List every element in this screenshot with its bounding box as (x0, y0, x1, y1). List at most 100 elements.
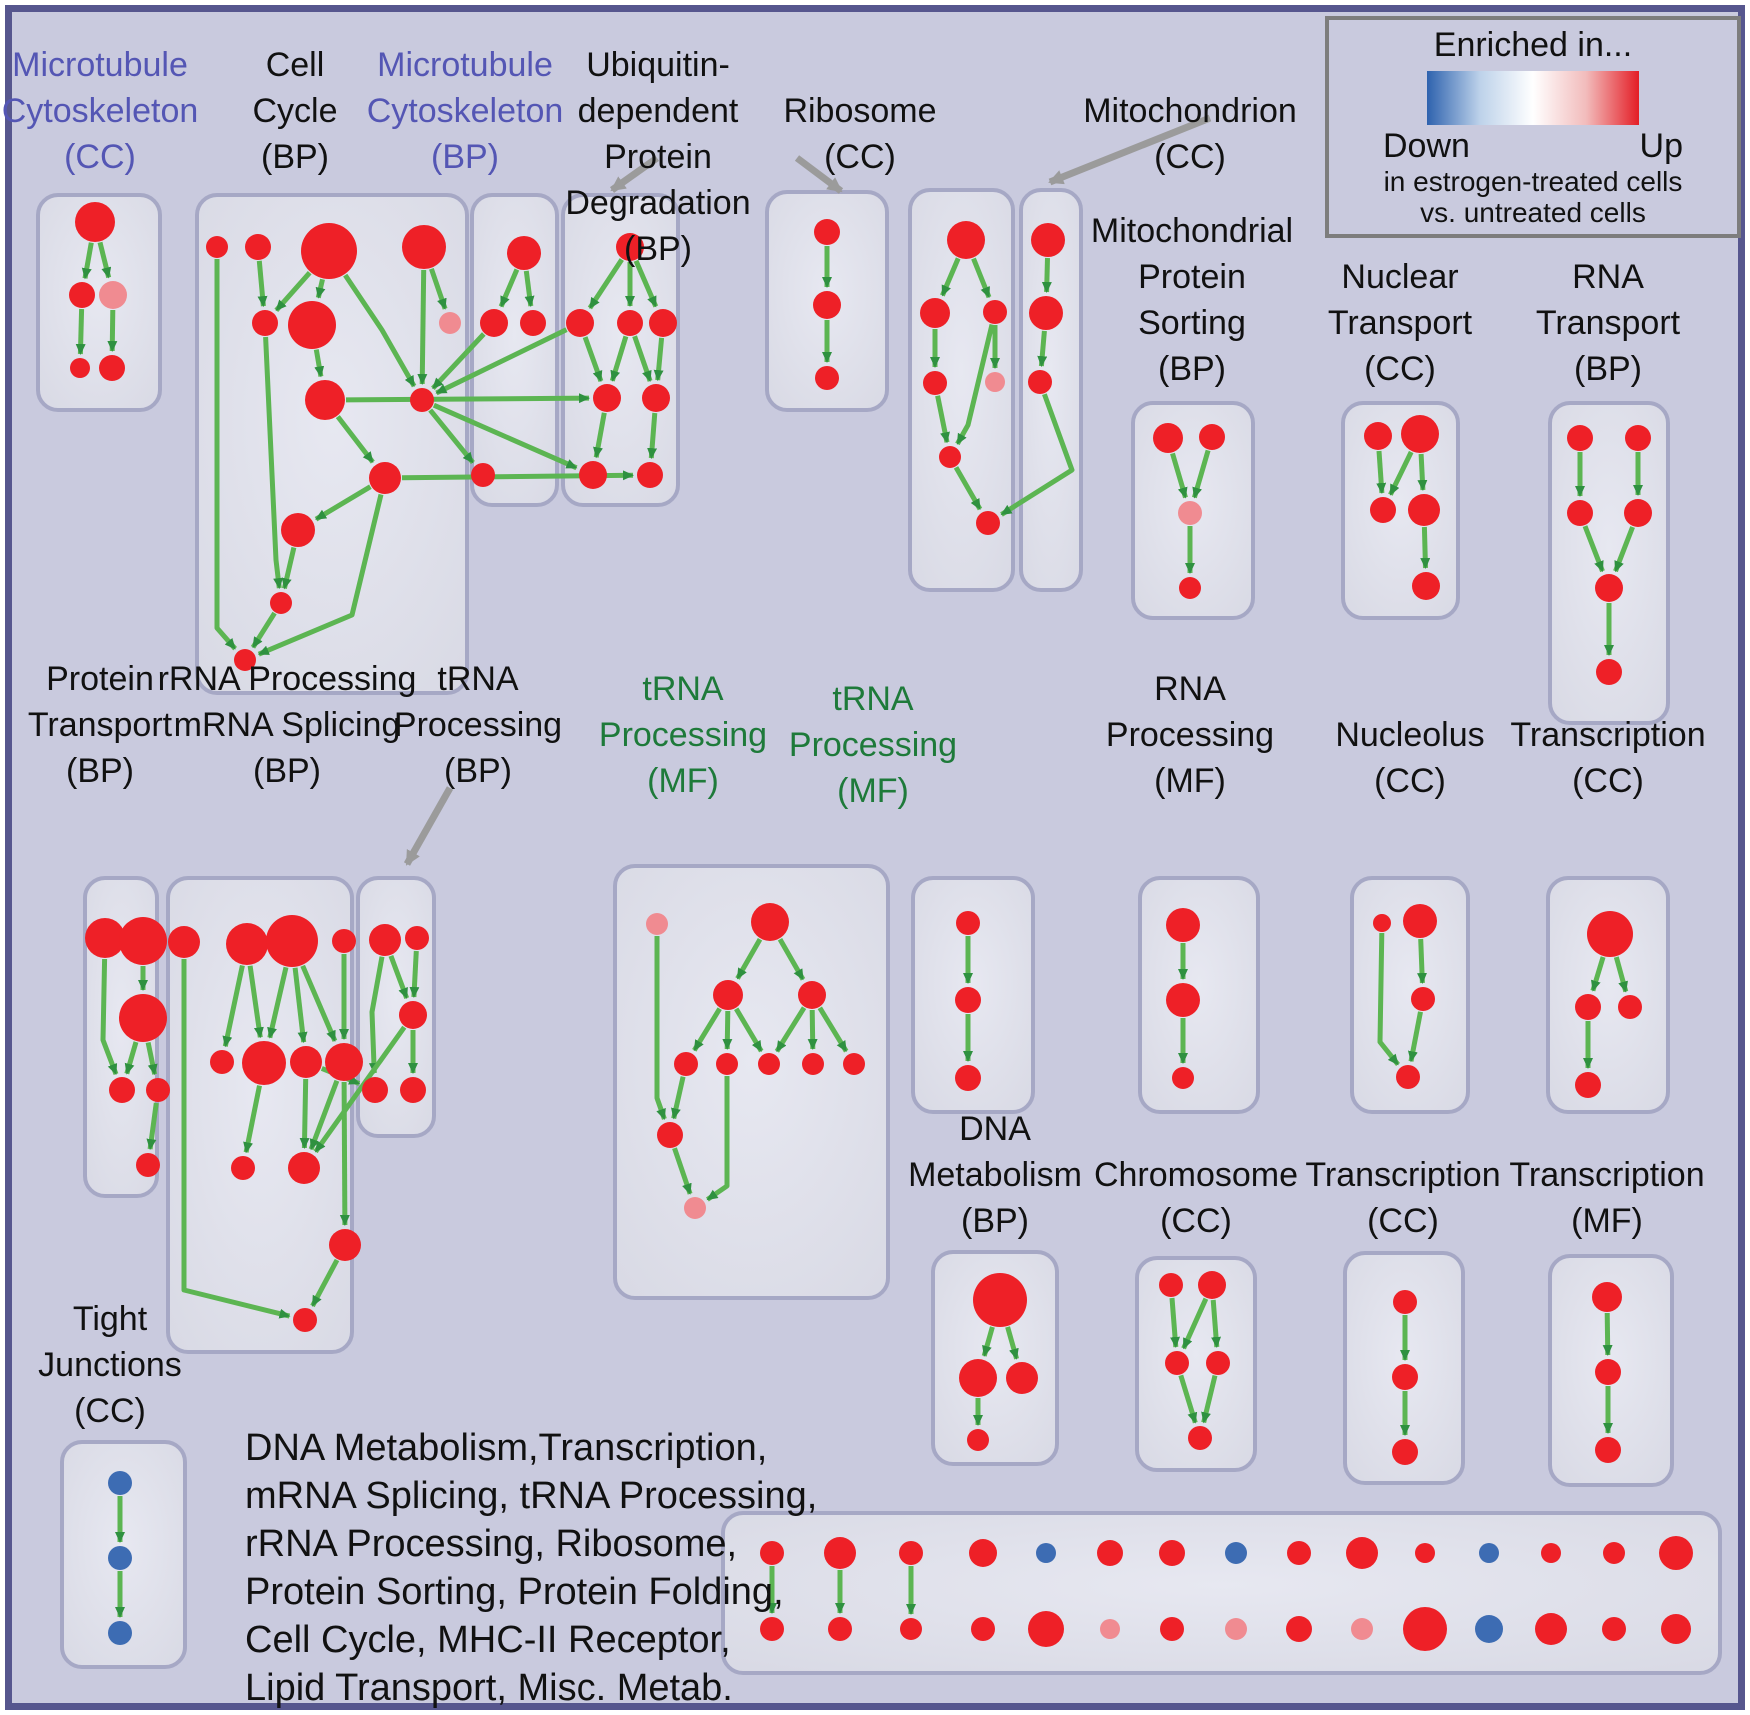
legend-title: Enriched in... (1433, 26, 1633, 64)
go-term-node (108, 1546, 132, 1570)
cluster-label-trna_mf2: Processing (789, 726, 957, 764)
go-term-node (1036, 1543, 1056, 1563)
legend-subtitle-line1: in estrogen-treated cells (1383, 166, 1683, 197)
go-term-node (1575, 994, 1601, 1020)
go-term-node (760, 1541, 784, 1565)
cluster-label-tight: Junctions (38, 1346, 182, 1384)
go-term-node (1364, 422, 1392, 450)
go-term-node (1567, 500, 1593, 526)
go-term-node (1166, 908, 1200, 942)
go-term-node (402, 225, 446, 269)
go-term-node (959, 1359, 997, 1397)
cluster-label-upd1: Degradation (565, 184, 750, 222)
go-term-node (1198, 1271, 1226, 1299)
label-pointer-arrow (403, 786, 454, 866)
edge-arrow (250, 611, 277, 649)
go-term-node (684, 1197, 706, 1219)
go-term-node (657, 1122, 683, 1148)
cluster-label-mt_cc: Cytoskeleton (2, 92, 199, 130)
go-term-node (815, 366, 839, 390)
go-term-node (1172, 1067, 1194, 1089)
go-term-node (410, 388, 434, 412)
go-term-node (266, 915, 318, 967)
go-term-node (813, 291, 841, 319)
go-term-node (1178, 501, 1202, 525)
go-term-node (939, 446, 961, 468)
go-term-node (1596, 659, 1622, 685)
cluster-label-nt: Nuclear (1341, 258, 1458, 296)
cluster-label-trna_mf: (MF) (647, 762, 719, 800)
edge-arrow (345, 393, 590, 404)
edge-arrow (671, 1076, 686, 1120)
cluster-label-chromosome: Chromosome (1094, 1156, 1298, 1194)
go-term-node (1028, 370, 1052, 394)
cluster-label-trna_mf2: tRNA (832, 680, 914, 718)
edge-arrow (181, 959, 291, 1319)
edge-arrow (692, 1007, 722, 1052)
go-term-node (1603, 1542, 1625, 1564)
cluster-label-cell_cycle: Cycle (252, 92, 337, 130)
go-term-node (1412, 572, 1440, 600)
go-term-node (674, 1052, 698, 1076)
cluster-label-tight: (CC) (74, 1392, 146, 1430)
go-term-node (119, 917, 167, 965)
go-term-node (1602, 1617, 1626, 1641)
cluster-label-trans_cc_mid: Transcription (1510, 716, 1705, 754)
go-term-node (798, 981, 826, 1009)
cluster-label-rnat: (BP) (1574, 350, 1642, 388)
label-pointer-arrow (794, 155, 844, 194)
go-term-node (983, 300, 1007, 324)
edge-arrow (498, 268, 520, 308)
go-term-node (802, 1053, 824, 1075)
category-list-line: rRNA Processing, Ribosome, (245, 1523, 738, 1565)
cluster-label-trna_bp: Processing (394, 706, 562, 744)
cluster-label-mt_bp: Cytoskeleton (367, 92, 564, 130)
cluster-label-rrna: rRNA Processing (158, 660, 417, 698)
go-term-node (293, 1308, 317, 1332)
edge-arrow (633, 259, 659, 308)
go-term-node (920, 298, 950, 328)
go-term-node (69, 282, 95, 308)
category-list-line: DNA Metabolism,Transcription, (245, 1427, 768, 1469)
cluster-label-upd1: Ubiquitin- (586, 46, 730, 84)
go-term-node (947, 221, 985, 259)
go-term-node (760, 1617, 784, 1641)
edge-arrow (734, 1007, 764, 1053)
edge-arrow (940, 257, 961, 297)
go-term-node (713, 980, 743, 1010)
edge-arrow (431, 332, 486, 391)
go-term-node (439, 312, 461, 334)
go-term-node (1199, 424, 1225, 450)
cluster-label-mt_bp: Microtubule (377, 46, 553, 84)
edge-arrow (632, 335, 653, 382)
edge-arrow (417, 269, 428, 385)
go-term-node (824, 1537, 856, 1569)
cluster-label-trna_bp: tRNA (437, 660, 519, 698)
cluster-label-nucleolus: (CC) (1374, 762, 1446, 800)
go-term-node (1415, 1543, 1435, 1563)
edge-arrow (100, 958, 119, 1076)
go-term-node (1661, 1614, 1691, 1644)
go-term-node (1411, 987, 1435, 1011)
edge-arrow (1181, 1297, 1209, 1350)
go-term-node (471, 463, 495, 487)
go-term-node (1475, 1615, 1503, 1643)
edge-arrow (1041, 257, 1052, 293)
cluster-label-mps: Protein (1138, 258, 1246, 296)
go-term-node (716, 1053, 738, 1075)
edge-arrow (1191, 449, 1211, 499)
cluster-label-trna_mf: tRNA (642, 670, 724, 708)
go-term-node (146, 1078, 170, 1102)
go-term-node (1373, 914, 1391, 932)
go-term-node (1618, 995, 1642, 1019)
go-term-node (325, 1043, 363, 1081)
edge-arrow (257, 493, 384, 657)
edge-arrow (222, 964, 245, 1048)
go-term-node (1225, 1618, 1247, 1640)
go-term-node (1624, 499, 1652, 527)
cluster-label-upd1: (BP) (624, 230, 692, 268)
edge-arrow (1005, 1326, 1020, 1360)
edges (75, 241, 1643, 1618)
edge-arrow (587, 258, 624, 310)
go-term-node (1006, 1362, 1038, 1394)
